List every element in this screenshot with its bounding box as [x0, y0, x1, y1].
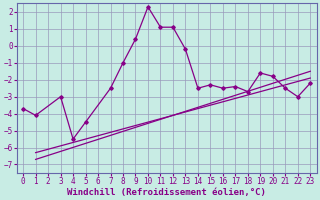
X-axis label: Windchill (Refroidissement éolien,°C): Windchill (Refroidissement éolien,°C)	[67, 188, 266, 197]
